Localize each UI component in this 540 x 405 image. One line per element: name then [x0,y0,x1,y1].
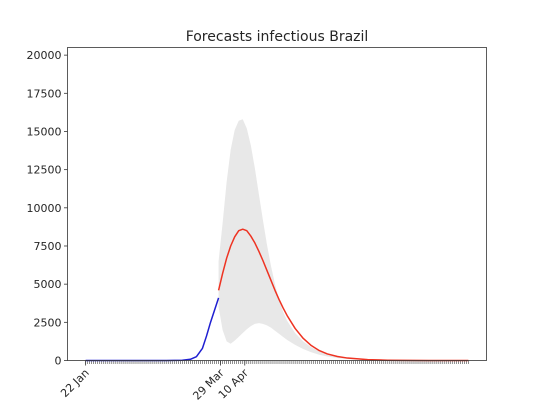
y-tick-label: 5000 [34,278,62,291]
y-tick-label: 20000 [27,49,62,62]
y-tick-label: 0 [55,355,62,368]
y-tick-label: 15000 [27,125,62,138]
chart-title: Forecasts infectious Brazil [186,29,369,45]
forecast-line [217,228,469,362]
y-axis: 0 2500 5000 7500 10000 12500 15000 17500 20000 [27,49,68,368]
y-tick-label: 7500 [34,240,62,253]
uncertainty-band [218,119,469,361]
y-tick-label: 12500 [27,164,62,177]
plot-area [85,119,469,362]
y-tick-label: 10000 [27,202,62,215]
y-tick-label: 17500 [27,87,62,100]
y-tick-label: 2500 [34,316,62,329]
observed-line [85,297,220,362]
x-tick-label: 22 Jan [58,366,92,400]
